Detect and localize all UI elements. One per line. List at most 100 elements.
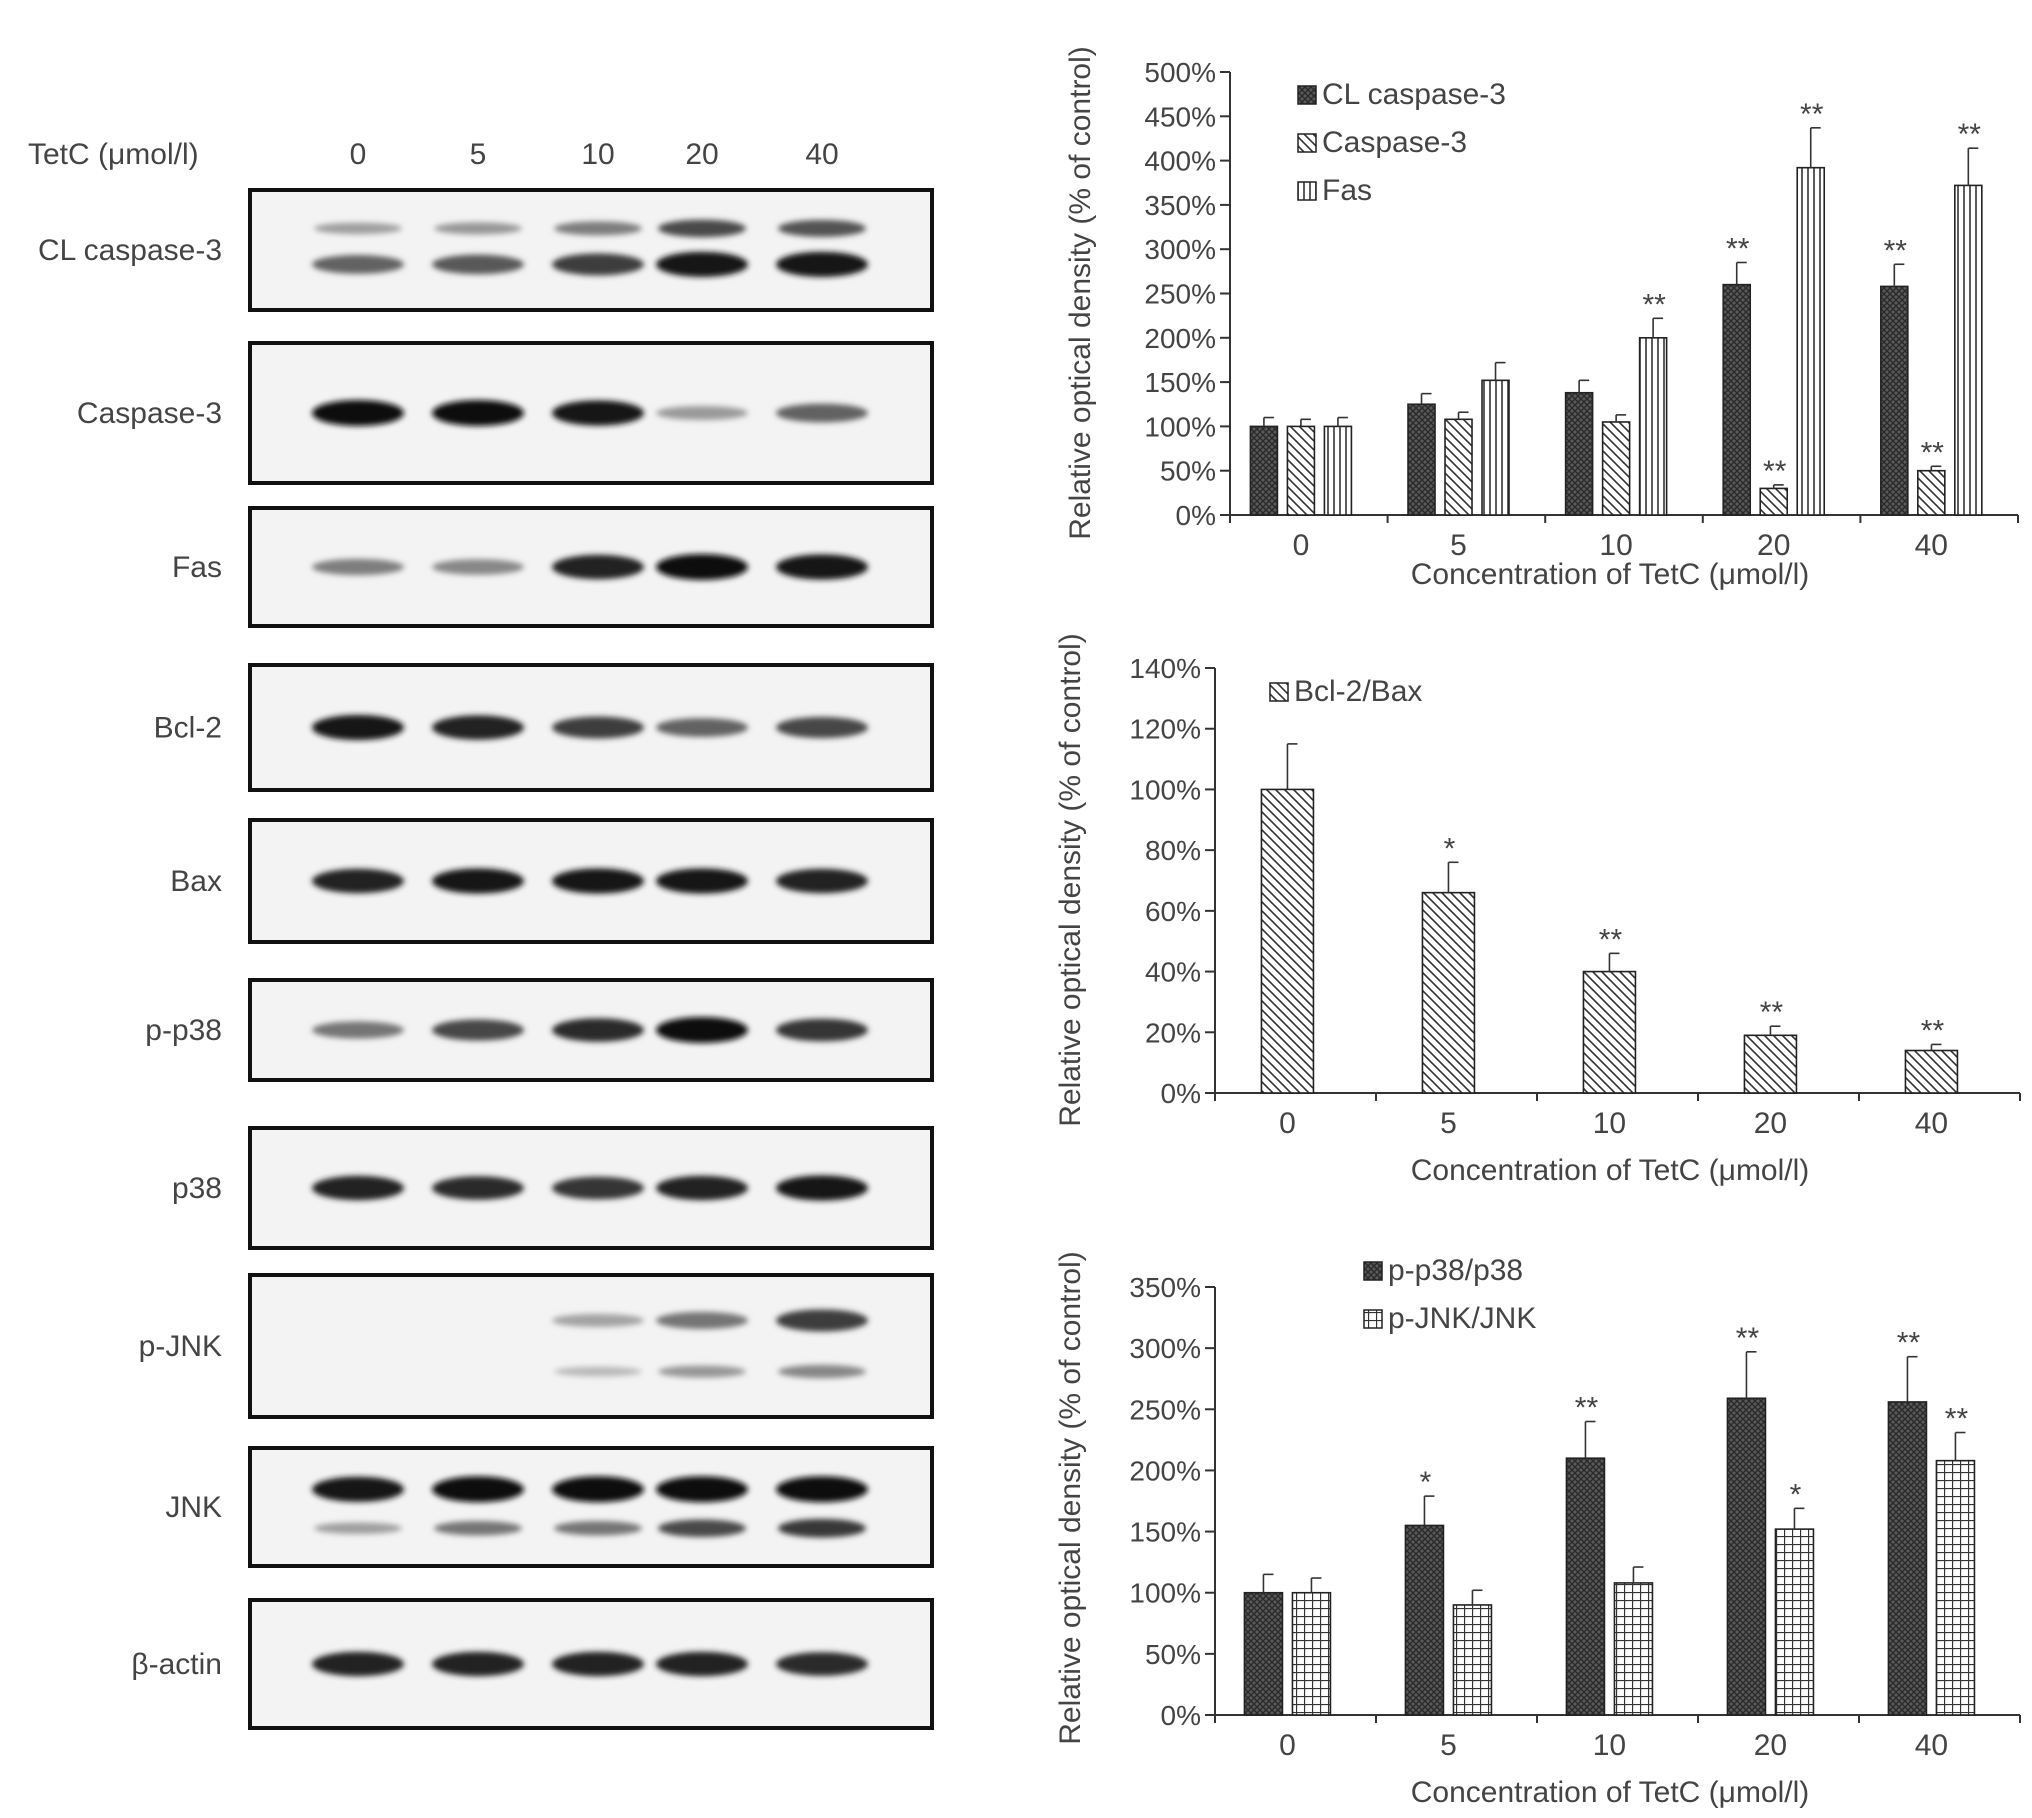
blot-band-secondary xyxy=(314,222,402,235)
blot-band xyxy=(312,255,404,274)
blot-band-secondary xyxy=(554,1366,642,1377)
y-tick-label: 140% xyxy=(1129,653,1201,684)
significance-marker: ** xyxy=(1726,232,1750,265)
x-tick-label: 5 xyxy=(1450,529,1467,562)
blot-lane-label: 5 xyxy=(470,138,487,171)
x-tick-label: 20 xyxy=(1757,529,1790,562)
x-tick-label: 40 xyxy=(1915,1729,1948,1762)
blot-band-secondary xyxy=(314,1522,402,1535)
y-tick-label: 450% xyxy=(1144,101,1216,132)
blot-band xyxy=(552,1476,644,1503)
chart-bcl2-bax: Relative optical density (% of control) … xyxy=(1054,633,2021,1187)
x-tick-label: 40 xyxy=(1915,1107,1948,1140)
chart1-ylabel: Relative optical density (% of control) xyxy=(1064,46,1097,540)
blot-band-secondary xyxy=(554,1520,642,1536)
blot-band xyxy=(552,1313,644,1328)
blot-band xyxy=(656,406,748,420)
blot-band xyxy=(312,558,404,576)
blot-band xyxy=(656,868,748,894)
legend-label: p-JNK/JNK xyxy=(1388,1302,1536,1335)
blot-band xyxy=(776,251,868,277)
blot-row-label: JNK xyxy=(165,1491,222,1524)
blot-band xyxy=(776,1476,868,1503)
legend-swatch xyxy=(1297,133,1317,153)
blot-band-secondary xyxy=(658,1365,746,1378)
blot-band xyxy=(552,1176,644,1200)
bar xyxy=(1935,1459,1976,1716)
bar xyxy=(1421,891,1476,1094)
x-tick-label: 10 xyxy=(1599,529,1632,562)
x-tick-label: 10 xyxy=(1593,1729,1626,1762)
bar xyxy=(1452,1604,1493,1716)
blot-band-secondary xyxy=(434,222,522,235)
y-tick-label: 350% xyxy=(1129,1272,1201,1303)
blot-row: Caspase-3 xyxy=(77,341,934,485)
bar xyxy=(1564,391,1594,516)
bar xyxy=(1404,1524,1445,1716)
y-tick-label: 40% xyxy=(1145,957,1201,988)
blot-band xyxy=(312,1476,404,1502)
blot-band xyxy=(432,715,524,740)
blot-band xyxy=(312,400,404,426)
y-tick-label: 100% xyxy=(1144,411,1216,442)
blot-band xyxy=(776,1652,868,1676)
legend-swatch xyxy=(1363,1309,1383,1329)
legend-label: CL caspase-3 xyxy=(1322,78,1506,111)
chart-apoptosis-markers: Relative optical density (% of control) … xyxy=(1064,46,2019,591)
x-tick-label: 20 xyxy=(1754,1107,1787,1140)
chart-mapk-phosphorylation: Relative optical density (% of control) … xyxy=(1054,1251,2021,1809)
significance-marker: ** xyxy=(1884,234,1908,267)
blot-row: Bcl-2 xyxy=(154,663,934,792)
blot-band-secondary xyxy=(658,219,746,238)
blot-header-label: TetC (μmol/l) xyxy=(28,138,199,171)
chart2-ylabel: Relative optical density (% of control) xyxy=(1054,633,1087,1127)
bar xyxy=(1796,166,1826,516)
blot-band xyxy=(776,554,868,580)
chart3-ylabel: Relative optical density (% of control) xyxy=(1054,1251,1087,1745)
blot-row-label: p-JNK xyxy=(139,1330,222,1363)
blot-band xyxy=(312,1021,404,1039)
y-tick-label: 0% xyxy=(1176,500,1216,531)
y-tick-label: 400% xyxy=(1144,146,1216,177)
significance-marker: ** xyxy=(1599,923,1623,956)
blot-row-label: p-p38 xyxy=(145,1014,222,1047)
blot-band xyxy=(656,1311,748,1330)
blot-band xyxy=(552,253,644,276)
blot-band xyxy=(432,400,524,426)
bar xyxy=(1291,1591,1332,1716)
blot-row-label: p38 xyxy=(172,1172,222,1205)
significance-marker: ** xyxy=(1760,996,1784,1029)
significance-marker: * xyxy=(1444,832,1456,865)
y-tick-label: 150% xyxy=(1144,367,1216,398)
bar xyxy=(1638,336,1668,516)
legend-label: Fas xyxy=(1322,174,1372,207)
legend-swatch xyxy=(1297,181,1317,201)
bar xyxy=(1249,425,1279,516)
bar xyxy=(1444,418,1473,516)
blot-lane-label: 20 xyxy=(685,138,718,171)
significance-marker: * xyxy=(1790,1478,1802,1511)
x-tick-label: 20 xyxy=(1754,1729,1787,1762)
x-tick-label: 0 xyxy=(1279,1729,1296,1762)
y-tick-label: 0% xyxy=(1161,1700,1201,1731)
significance-marker: * xyxy=(1420,1466,1432,1499)
blot-lane-label: 40 xyxy=(805,138,838,171)
blot-band xyxy=(656,718,748,737)
bar xyxy=(1726,1397,1767,1716)
bar xyxy=(1887,1401,1928,1716)
legend-swatch xyxy=(1297,85,1317,105)
blot-membrane xyxy=(248,188,934,312)
bar xyxy=(1904,1049,1959,1094)
blot-band-secondary xyxy=(778,1364,866,1379)
significance-marker: ** xyxy=(1575,1392,1599,1425)
bar xyxy=(1774,1528,1815,1716)
bar xyxy=(1286,425,1316,516)
blot-band xyxy=(432,1019,524,1041)
x-tick-label: 0 xyxy=(1279,1107,1296,1140)
blot-row-label: Fas xyxy=(172,551,222,584)
blot-band xyxy=(552,554,644,580)
blot-row: p-JNK xyxy=(139,1273,934,1419)
blot-band xyxy=(312,714,404,741)
western-blot-panel: TetC (μmol/l) 0 5 10 20 40 CL caspase-3 Caspa… xyxy=(28,138,934,1730)
significance-marker: ** xyxy=(1921,436,1945,469)
